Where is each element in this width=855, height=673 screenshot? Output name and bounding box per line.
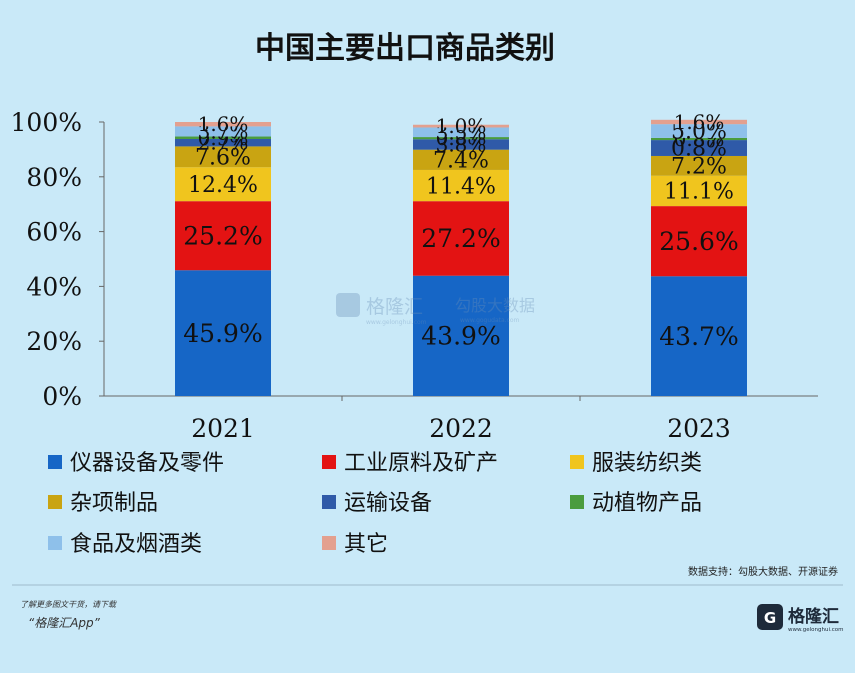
- legend-label: 服装纺织类: [592, 451, 702, 476]
- bar-segment: [175, 201, 271, 271]
- bar-segment: [651, 175, 747, 207]
- bar-data-label: 1.6%: [198, 112, 249, 136]
- legend-label: 食品及烟酒类: [70, 532, 202, 557]
- bar-data-label: 0.8%: [671, 137, 727, 162]
- brand-logo-icon: [757, 604, 783, 630]
- brand-name: 格隆汇: [788, 606, 839, 627]
- watermark-partner-url: www.gogudata.com: [460, 317, 520, 324]
- bar-data-label: 12.4%: [188, 173, 258, 198]
- bar-data-label: 45.9%: [183, 319, 262, 348]
- source-note: 数据支持：勾股大数据、开源证券: [688, 565, 838, 578]
- bar-segment: [651, 206, 747, 277]
- x-tick-label: 2021: [191, 414, 255, 443]
- bar-data-label: 43.7%: [659, 322, 738, 351]
- bar-segment: [651, 155, 747, 176]
- legend-swatch: [570, 455, 584, 469]
- bar-data-label: 43.9%: [421, 322, 500, 351]
- bar-segment: [175, 122, 271, 127]
- bars: 45.9%25.2%12.4%7.6%2.7%0.9%3.7%1.6%43.9%…: [175, 110, 747, 396]
- legend-label: 杂项制品: [70, 491, 158, 516]
- bar-segment: [413, 275, 509, 396]
- bar-data-label: 11.1%: [664, 180, 734, 205]
- bar-segment: [175, 136, 271, 139]
- bar-segment: [413, 169, 509, 202]
- bar-segment: [413, 137, 509, 140]
- bar-data-label: 7.2%: [671, 155, 727, 180]
- bar-data-label: 11.4%: [426, 174, 496, 199]
- bar-segment: [175, 146, 271, 168]
- bar-data-label: 27.2%: [421, 224, 500, 253]
- legend-label: 工业原料及矿产: [344, 451, 498, 476]
- x-tick-label: 2022: [429, 414, 493, 443]
- bar-data-label: 7.4%: [433, 149, 489, 174]
- bar-segment: [651, 119, 747, 125]
- bar-data-label: 1.0%: [436, 114, 487, 138]
- legend-swatch: [48, 495, 62, 509]
- bar-segment: [413, 149, 509, 170]
- bar-segment: [651, 140, 747, 156]
- legend-swatch: [322, 455, 336, 469]
- legend-swatch: [322, 536, 336, 550]
- watermark-logo-icon: [336, 293, 360, 317]
- y-tick-label: 0%: [42, 382, 82, 411]
- y-tick-label: 100%: [11, 108, 82, 137]
- legend-swatch: [570, 495, 584, 509]
- bar-segment: [413, 139, 509, 150]
- bar-segment: [175, 167, 271, 202]
- footer-line1: 了解更多图文干货，请下载: [20, 600, 117, 609]
- watermark-partner: 勾股大数据: [455, 296, 535, 315]
- watermark-brand: 格隆汇: [366, 296, 423, 318]
- y-axis: 0% 20% 40% 60% 80% 100% 2021 2022 2023: [11, 108, 818, 443]
- brand-logo: G 格隆汇 www.gelonghui.com: [757, 604, 843, 633]
- brand-url: www.gelonghui.com: [788, 627, 843, 633]
- bar-data-label: 7.6%: [195, 145, 251, 170]
- bar-data-label: 3.5%: [436, 120, 487, 144]
- y-tick-label: 60%: [26, 218, 82, 247]
- brand-logo-glyph: G: [764, 609, 776, 627]
- watermark-url: www.gelonghui.com: [366, 319, 427, 326]
- footer-line2: “格隆汇App”: [28, 616, 101, 630]
- y-tick-label: 40%: [26, 272, 82, 301]
- bar-segment: [651, 124, 747, 138]
- x-tick-label: 2023: [667, 414, 731, 443]
- bar-segment: [413, 124, 509, 128]
- legend-label: 动植物产品: [592, 491, 702, 516]
- chart-title: 中国主要出口商品类别: [255, 31, 555, 66]
- watermark: 格隆汇 www.gelonghui.com 勾股大数据 www.gogudata…: [336, 293, 535, 326]
- legend-swatch: [322, 495, 336, 509]
- legend-swatch: [48, 536, 62, 550]
- y-tick-label: 80%: [26, 163, 82, 192]
- bar-segment: [175, 270, 271, 396]
- bar-segment: [175, 138, 271, 147]
- bar-data-label: 25.6%: [659, 227, 738, 256]
- legend-label: 运输设备: [344, 491, 432, 516]
- bar-segment: [175, 126, 271, 137]
- legend-label: 其它: [344, 532, 388, 557]
- legend-swatch: [48, 455, 62, 469]
- bar-data-label: 1.6%: [674, 110, 725, 134]
- bar-segment: [413, 201, 509, 276]
- y-tick-label: 20%: [26, 327, 82, 356]
- bar-segment: [651, 137, 747, 141]
- bar-segment: [651, 276, 747, 396]
- bar-data-label: 25.2%: [183, 221, 262, 250]
- legend-label: 仪器设备及零件: [70, 451, 224, 476]
- bar-segment: [413, 127, 509, 138]
